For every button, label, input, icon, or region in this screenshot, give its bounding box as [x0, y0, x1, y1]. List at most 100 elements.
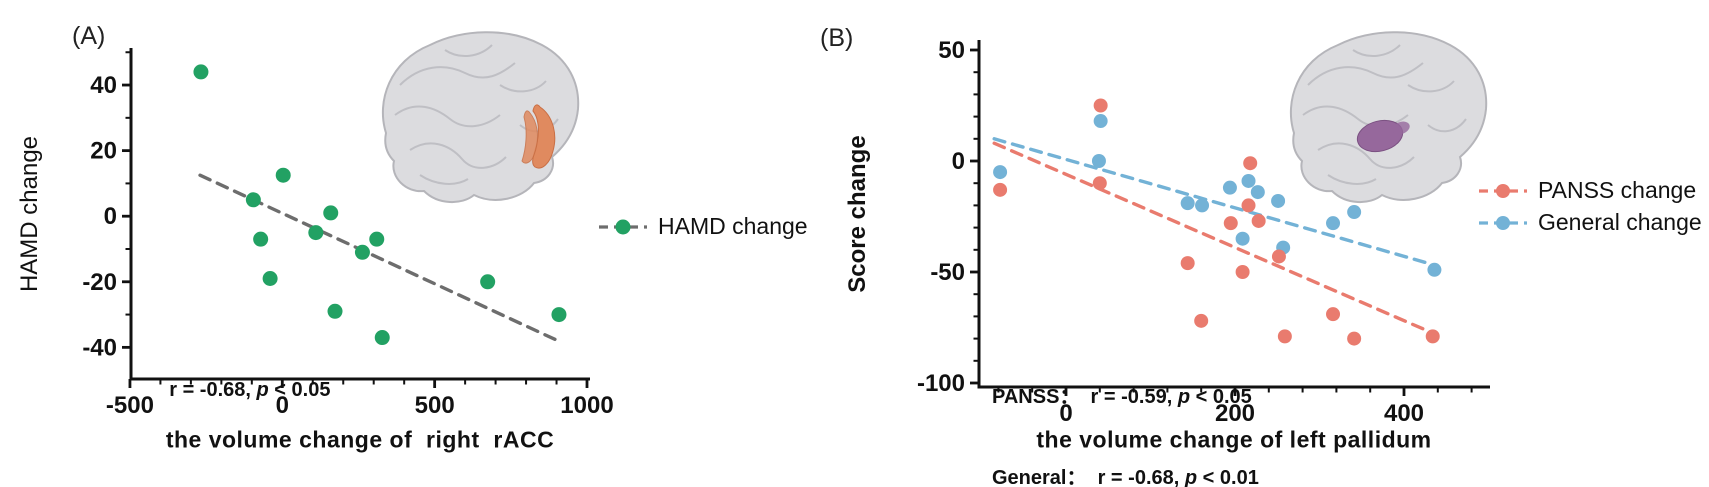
data-point: [480, 274, 496, 290]
data-point: [354, 244, 370, 260]
x-tick-label: 0: [276, 392, 289, 419]
annotation-line-general: General： r = -0.68, p < 0.01: [992, 465, 1259, 487]
data-point: [1251, 213, 1266, 228]
data-point: [327, 303, 343, 319]
annotation-text: < 0.05: [1190, 386, 1252, 408]
data-point: [1223, 216, 1238, 231]
x-tick-label: 400: [1384, 400, 1424, 427]
annotation-text: General： r = -0.68,: [992, 467, 1185, 487]
legend-item-hamd-change: HAMD change: [598, 213, 808, 240]
data-point: [993, 165, 1008, 180]
data-point: [1326, 307, 1341, 322]
y-tick-label: 40: [90, 72, 117, 99]
panel-a-x-axis-title: the volume change of right rACC: [165, 426, 555, 453]
data-point: [1093, 114, 1108, 129]
y-tick-label: 0: [952, 148, 965, 175]
data-point: [1425, 329, 1440, 344]
data-point: [245, 192, 261, 208]
brain-silhouette: [1289, 31, 1488, 203]
data-point: [1347, 331, 1362, 346]
data-point: [1271, 249, 1286, 264]
legend-label: HAMD change: [658, 213, 808, 239]
data-point: [1271, 193, 1286, 208]
data-point: [253, 231, 269, 247]
trend-line: [992, 137, 1430, 265]
annotation-text: < 0.05: [268, 379, 331, 401]
data-point: [1091, 154, 1106, 168]
x-tick-label: 0: [1059, 400, 1072, 427]
data-point: [374, 330, 390, 346]
data-point: [1093, 98, 1108, 113]
data-point: [1241, 173, 1256, 188]
x-tick-label: 1000: [560, 392, 613, 419]
y-tick-label: -100: [917, 370, 965, 397]
annotation-text: < 0.01: [1197, 467, 1259, 487]
panel-a-label: (A): [72, 22, 106, 50]
panel-a-plot: -500 0 500 1000 40 20 0 -20 -40: [82, 48, 614, 419]
panel-b-plot: 0 200 400 50 0 -50 -100: [917, 37, 1490, 427]
x-tick-label: -500: [106, 392, 154, 419]
y-tick-label: 50: [938, 37, 965, 64]
data-point: [193, 64, 209, 80]
data-point: [1194, 313, 1209, 328]
axis-frame: [977, 40, 1490, 389]
data-point: [1195, 198, 1210, 213]
panel-b-legend: PANSS change General change: [1478, 177, 1702, 236]
data-point: [1347, 205, 1362, 220]
panel-a-correlation-annotation: r = -0.68, p < 0.05: [147, 350, 330, 431]
y-tick-label: -50: [930, 259, 965, 286]
data-point: [993, 182, 1008, 197]
annotation-p-italic: p: [256, 379, 269, 401]
legend-item-general-change: General change: [1478, 209, 1702, 236]
y-tick-label: -20: [82, 269, 117, 296]
legend-item-panss-change: PANSS change: [1478, 177, 1702, 204]
panel-b-label: (B): [820, 24, 854, 52]
y-tick-label: 20: [90, 138, 117, 165]
data-point: [1235, 231, 1250, 246]
data-point: [1250, 185, 1265, 200]
data-point: [1243, 156, 1258, 171]
x-tick-label: 500: [415, 392, 455, 419]
brain-inset-pallidum: [1289, 31, 1488, 203]
data-point: [1180, 256, 1195, 271]
legend-label: PANSS change: [1538, 177, 1697, 203]
annotation-line-panss: PANSS： r = -0.59, p < 0.05: [992, 384, 1259, 411]
dashed-line-with-dot-icon: [1479, 183, 1527, 198]
annotation-text: PANSS： r = -0.59,: [992, 386, 1178, 408]
panel-a-legend: HAMD change: [598, 213, 808, 240]
data-point: [1222, 180, 1237, 195]
panel-a-y-axis-title: HAMD change: [16, 135, 43, 293]
panel-b-x-axis-title: the volume change of left pallidum: [1036, 426, 1432, 453]
legend-label: General change: [1538, 209, 1702, 235]
y-tick-label: -40: [82, 334, 117, 361]
data-point: [1326, 216, 1341, 231]
data-point: [1235, 265, 1250, 279]
data-point: [323, 205, 339, 221]
racc-highlight-region: [521, 104, 556, 169]
dashed-line-with-dot-icon: [599, 219, 647, 234]
data-point: [262, 271, 278, 287]
data-point: [1241, 198, 1256, 213]
pallidum-highlight-region: [1356, 119, 1410, 153]
annotation-text: r = -0.68,: [169, 379, 257, 401]
annotation-p-italic: p: [1177, 386, 1191, 408]
dashed-line-with-dot-icon: [1479, 215, 1527, 230]
brain-inset-racc: [381, 31, 580, 203]
brain-silhouette: [381, 31, 580, 203]
trend-line: [992, 141, 1437, 336]
data-point: [308, 225, 324, 241]
data-point: [1427, 262, 1442, 277]
x-tick-label: 200: [1215, 400, 1255, 427]
y-tick-label: 0: [104, 203, 117, 230]
annotation-p-italic: p: [1184, 467, 1198, 487]
data-point: [551, 307, 567, 323]
data-point: [1180, 196, 1195, 211]
data-point: [369, 231, 385, 247]
data-point: [1092, 176, 1107, 191]
panel-b-y-axis-title: Score change: [844, 135, 871, 293]
data-point: [1277, 329, 1292, 344]
data-point: [275, 167, 291, 183]
panel-b-correlation-annotation: PANSS： r = -0.59, p < 0.05 General： r = …: [992, 330, 1259, 487]
